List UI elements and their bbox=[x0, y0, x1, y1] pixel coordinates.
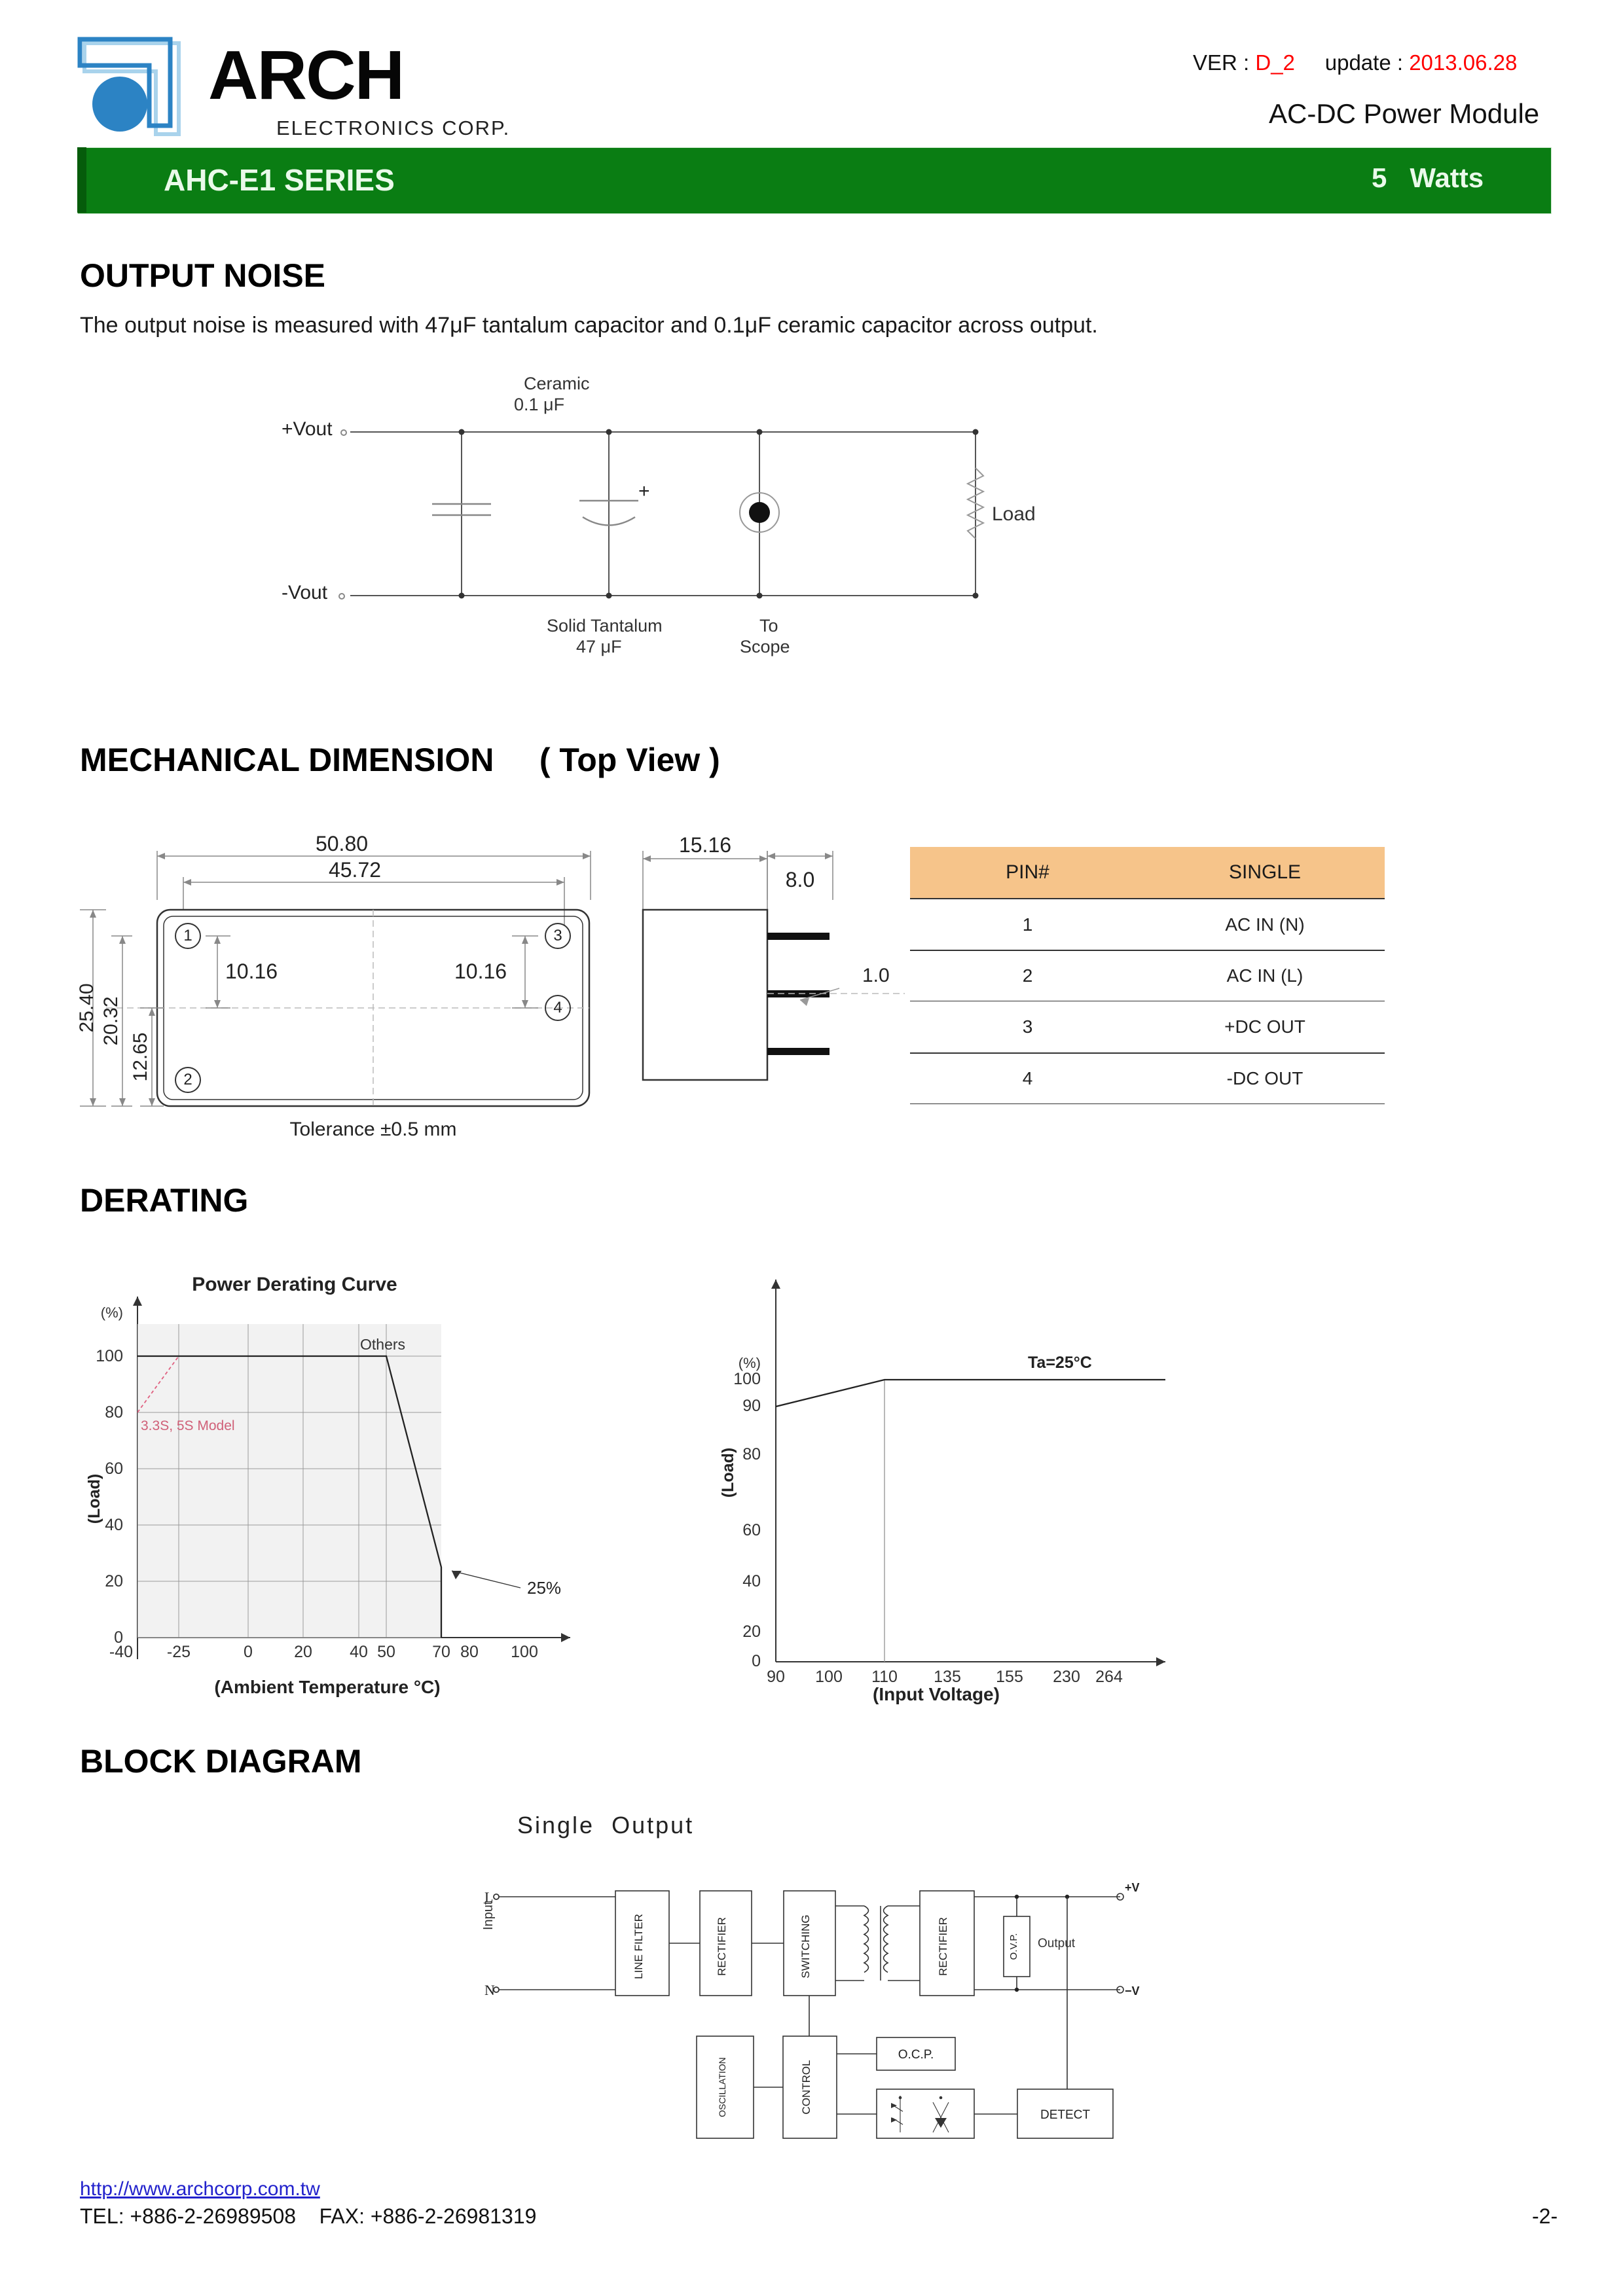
svg-text:8.0: 8.0 bbox=[786, 868, 814, 891]
svg-text:90: 90 bbox=[767, 1668, 785, 1686]
svg-text:50: 50 bbox=[377, 1643, 395, 1661]
svg-text:0: 0 bbox=[752, 1652, 761, 1670]
svg-text:100: 100 bbox=[96, 1347, 123, 1365]
svg-text:Tolerance ±0.5 mm: Tolerance ±0.5 mm bbox=[290, 1119, 457, 1140]
svg-text:Others: Others bbox=[360, 1336, 405, 1353]
svg-text:1: 1 bbox=[183, 927, 192, 944]
svg-text:15.16: 15.16 bbox=[679, 833, 731, 857]
svg-text:Output: Output bbox=[1038, 1937, 1076, 1950]
svg-text:230: 230 bbox=[1053, 1668, 1080, 1686]
svg-text:110: 110 bbox=[871, 1668, 898, 1686]
svg-text:20: 20 bbox=[294, 1643, 312, 1661]
svg-text:155: 155 bbox=[996, 1668, 1023, 1686]
svg-text:60: 60 bbox=[742, 1521, 761, 1539]
svg-text:To: To bbox=[759, 616, 778, 636]
svg-text:0: 0 bbox=[244, 1643, 253, 1661]
svg-text:1.0: 1.0 bbox=[862, 965, 890, 986]
svg-text:25.40: 25.40 bbox=[76, 983, 98, 1032]
svg-text:Ceramic: Ceramic bbox=[524, 374, 590, 393]
svg-text:O.V.P.: O.V.P. bbox=[1008, 1933, 1019, 1960]
svg-text:Input: Input bbox=[481, 1901, 496, 1930]
svg-text:OSCILLATION: OSCILLATION bbox=[717, 2057, 727, 2117]
svg-text:12.65: 12.65 bbox=[130, 1032, 151, 1081]
svg-text:4: 4 bbox=[553, 999, 562, 1016]
svg-text:(Input Voltage): (Input Voltage) bbox=[873, 1684, 1000, 1704]
svg-text:Load: Load bbox=[992, 503, 1036, 525]
svg-text:(%): (%) bbox=[101, 1304, 123, 1321]
svg-text:LINE FILTER: LINE FILTER bbox=[632, 1914, 645, 1979]
svg-text:-40: -40 bbox=[109, 1643, 133, 1661]
svg-text:135: 135 bbox=[934, 1668, 961, 1686]
svg-text:+Vout: +Vout bbox=[282, 418, 333, 440]
svg-text:−V: −V bbox=[1125, 1984, 1140, 1998]
svg-text:80: 80 bbox=[105, 1403, 123, 1422]
svg-text:(Ambient Temperature °C): (Ambient Temperature °C) bbox=[214, 1677, 440, 1697]
svg-text:100: 100 bbox=[511, 1643, 538, 1661]
svg-text:10.16: 10.16 bbox=[225, 960, 278, 983]
svg-text:-Vout: -Vout bbox=[282, 582, 328, 603]
svg-text:47 μF: 47 μF bbox=[576, 637, 622, 656]
svg-text:20: 20 bbox=[105, 1572, 123, 1590]
svg-text:3.3S, 5S Model: 3.3S, 5S Model bbox=[141, 1418, 235, 1433]
svg-text:90: 90 bbox=[742, 1397, 761, 1415]
svg-text:25%: 25% bbox=[527, 1578, 561, 1598]
svg-text:3: 3 bbox=[553, 927, 562, 944]
svg-text:Solid Tantalum: Solid Tantalum bbox=[547, 616, 663, 636]
svg-text:O.C.P.: O.C.P. bbox=[898, 2048, 934, 2062]
svg-text:40: 40 bbox=[105, 1516, 123, 1534]
svg-text:+: + bbox=[638, 480, 650, 502]
svg-text:RECTIFIER: RECTIFIER bbox=[716, 1917, 728, 1976]
svg-text:10.16: 10.16 bbox=[454, 960, 507, 983]
svg-text:Power Derating Curve: Power Derating Curve bbox=[192, 1274, 397, 1295]
svg-text:50.80: 50.80 bbox=[316, 832, 368, 855]
svg-text:80: 80 bbox=[460, 1643, 479, 1661]
svg-text:(Load): (Load) bbox=[85, 1474, 103, 1524]
svg-text:(Load): (Load) bbox=[719, 1448, 737, 1498]
svg-text:60: 60 bbox=[105, 1460, 123, 1478]
svg-text:45.72: 45.72 bbox=[329, 858, 381, 882]
svg-text:(%): (%) bbox=[739, 1355, 761, 1371]
svg-text:SWITCHING: SWITCHING bbox=[799, 1914, 812, 1978]
svg-text:40: 40 bbox=[742, 1572, 761, 1590]
svg-text:20.32: 20.32 bbox=[100, 996, 122, 1045]
svg-text:40: 40 bbox=[350, 1643, 368, 1661]
svg-text:70: 70 bbox=[432, 1643, 450, 1661]
svg-text:-25: -25 bbox=[167, 1643, 191, 1661]
svg-text:Scope: Scope bbox=[740, 637, 790, 656]
svg-text:+V: +V bbox=[1125, 1881, 1140, 1894]
svg-text:CONTROL: CONTROL bbox=[800, 2060, 812, 2114]
svg-text:0.1 μF: 0.1 μF bbox=[514, 395, 564, 414]
svg-text:100: 100 bbox=[815, 1668, 843, 1686]
svg-text:20: 20 bbox=[742, 1623, 761, 1641]
svg-text:2: 2 bbox=[183, 1071, 192, 1088]
svg-text:80: 80 bbox=[742, 1445, 761, 1463]
svg-text:100: 100 bbox=[733, 1370, 761, 1388]
svg-text:RECTIFIER: RECTIFIER bbox=[937, 1917, 949, 1976]
svg-text:DETECT: DETECT bbox=[1040, 2108, 1090, 2122]
svg-text:264: 264 bbox=[1095, 1668, 1123, 1686]
svg-text:Ta=25°C: Ta=25°C bbox=[1028, 1354, 1092, 1372]
